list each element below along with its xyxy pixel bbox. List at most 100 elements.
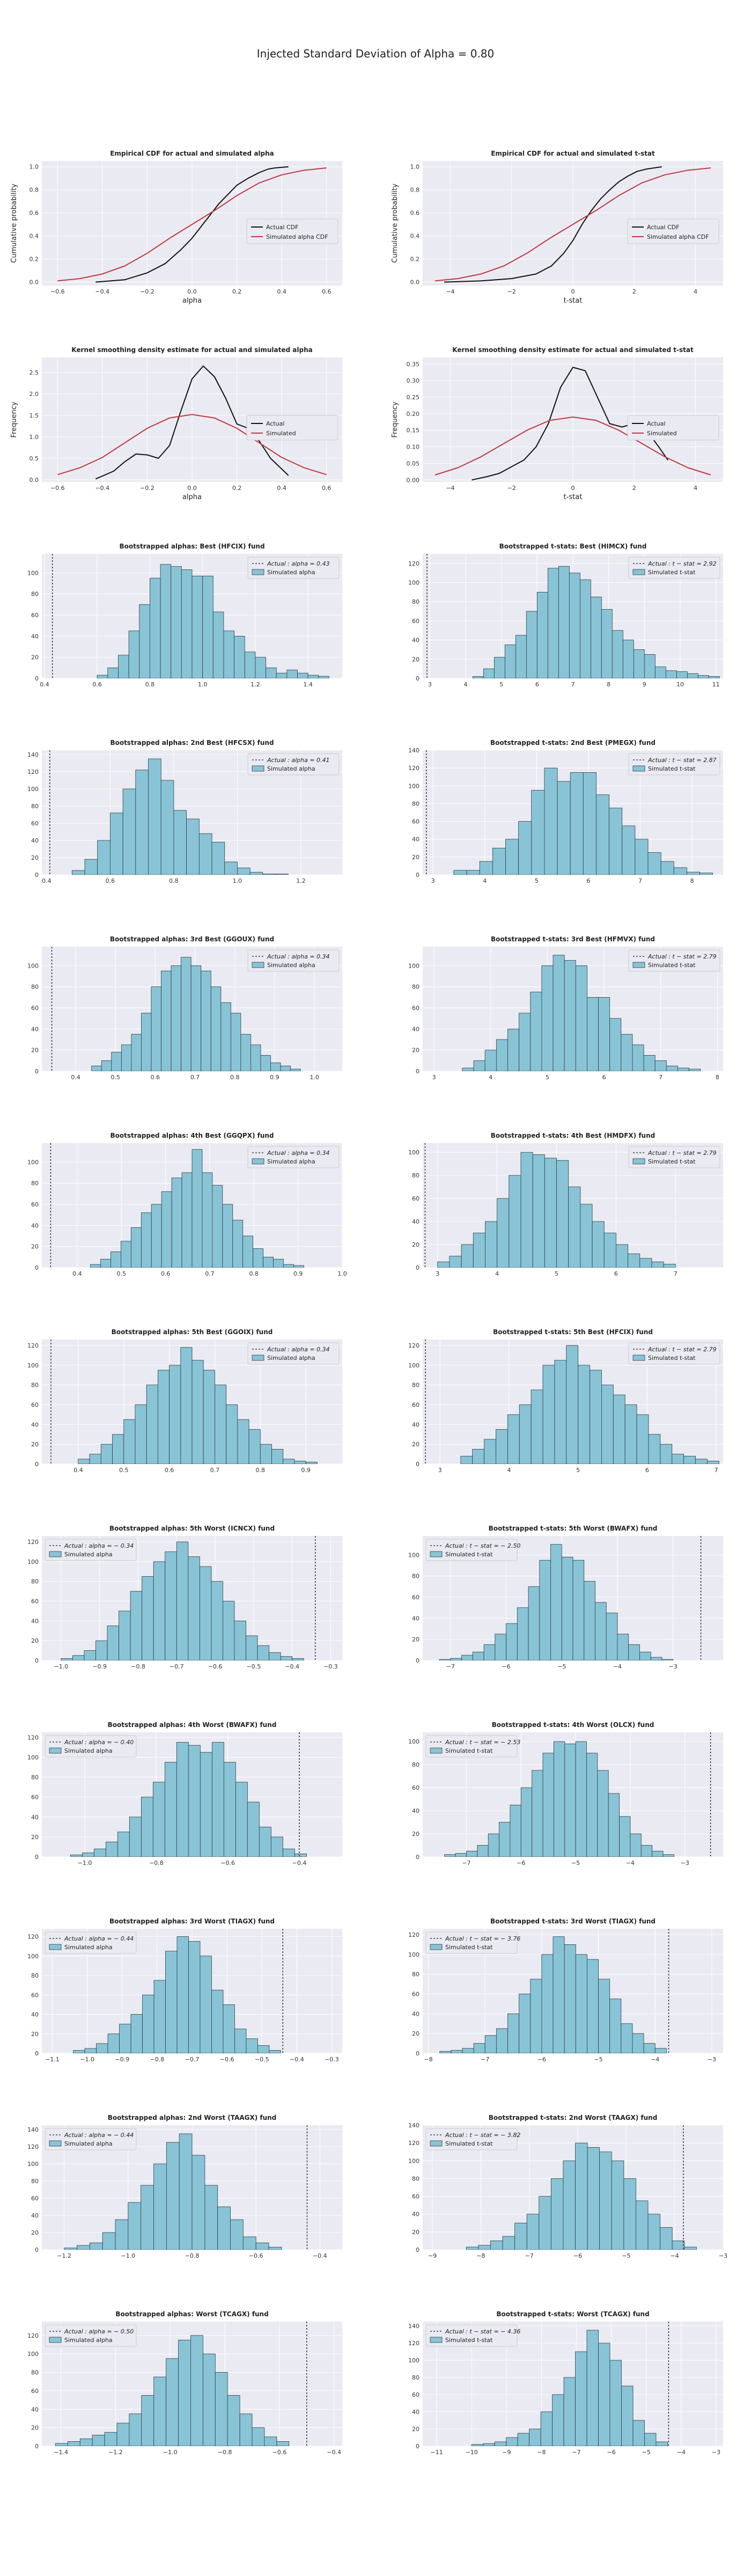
y-tick-label: 100 — [27, 2161, 39, 2168]
histogram-bar — [148, 758, 161, 875]
histogram-bar — [96, 2043, 108, 2053]
histogram-bar — [628, 1253, 640, 1268]
histogram-bar — [654, 667, 666, 678]
y-tick-label: 40 — [31, 1026, 39, 1033]
y-tick-label: 0.0 — [410, 279, 420, 286]
histogram-bar — [673, 867, 687, 875]
legend-label-actual: Actual : alpha = 0.34 — [267, 1346, 330, 1353]
histogram-bar — [276, 672, 288, 678]
x-tick-label: 9 — [643, 681, 646, 688]
legend-swatch-simulated — [430, 1747, 443, 1754]
histogram-bar — [617, 1634, 629, 1660]
histogram-bar — [566, 1345, 579, 1464]
plot-marks — [51, 554, 329, 678]
y-tick-label: 40 — [31, 1618, 39, 1624]
legend-box — [45, 1539, 137, 1561]
x-tick-label: −1.0 — [80, 2056, 94, 2063]
y-tick-label: 100 — [27, 2351, 39, 2358]
x-tick-label: 2 — [632, 485, 636, 492]
x-tick-label: 8 — [690, 877, 694, 884]
histogram-bar — [212, 1185, 223, 1268]
chart-panel-22: −1.4 −1.2 −1.0 −0.8 −0.6 −0.4 0 20 40 60 80 100 120 B… — [27, 2310, 342, 2456]
histogram-bar — [580, 1204, 593, 1268]
histogram-bar — [165, 1951, 178, 2053]
histogram-bar — [107, 1626, 119, 1660]
histogram-bar — [640, 1845, 653, 1857]
histogram-bar — [247, 1802, 260, 1857]
y-tick-label: 60 — [31, 612, 39, 619]
x-tick-label: 3 — [431, 877, 435, 884]
histogram-bar — [78, 1459, 90, 1464]
chart-title: Bootstrapped alphas: 5th Worst (ICNCX) f… — [109, 1525, 275, 1532]
histogram-bar — [519, 1404, 532, 1464]
histogram-bar — [473, 2043, 485, 2053]
legend-label-actual: Actual : t − stat = − 2.53 — [445, 1739, 520, 1746]
histogram-bar — [188, 1556, 200, 1660]
histogram-bar — [202, 1172, 213, 1268]
histogram-bar — [305, 1461, 318, 1464]
histogram-bar — [598, 997, 610, 1071]
y-tick-label: 100 — [408, 2357, 419, 2364]
plot-marks — [50, 1340, 318, 1464]
plot-marks — [471, 2322, 669, 2446]
histogram-bar — [153, 1980, 166, 2053]
histogram-bar — [575, 2142, 588, 2250]
y-tick-label: 60 — [412, 1594, 419, 1601]
x-tick-label: 4 — [483, 877, 487, 884]
histogram-bar — [507, 1028, 520, 1071]
histogram-bar — [121, 1241, 131, 1268]
legend: Actual CDF Simulated alpha CDF — [246, 218, 338, 244]
y-tick-label: 40 — [412, 637, 419, 644]
y-tick-label: 100 — [27, 1558, 39, 1565]
y-tick-label: 1.0 — [30, 164, 39, 171]
y-tick-label: 60 — [31, 2195, 39, 2202]
y-tick-label: 20 — [412, 656, 419, 663]
histogram-bar — [517, 2433, 530, 2446]
histogram-bar — [587, 997, 599, 1071]
legend-box — [45, 2128, 137, 2150]
histogram-bar — [141, 1013, 152, 1071]
chart-title: Bootstrapped t-stats: 3rd Worst (TIAGX) … — [490, 1918, 656, 1925]
histogram-bar — [613, 1394, 625, 1464]
chart-panel-17: −7 −6 −5 −4 −3 0 20 40 60 80 100 Bootstrapped t-sta… — [408, 1721, 723, 1867]
x-tick-label: 6 — [645, 1467, 649, 1474]
x-tick-label: −2 — [507, 485, 516, 492]
histogram-bar — [542, 1753, 554, 1857]
histogram-bar — [151, 1204, 162, 1268]
series-line — [435, 167, 711, 282]
y-tick-label: 0 — [35, 2246, 39, 2253]
y-tick-label: 120 — [27, 1539, 39, 1546]
histogram-bar — [102, 2232, 116, 2250]
histogram-bar — [150, 577, 161, 678]
histogram-bar — [473, 1233, 485, 1268]
histogram-bar — [542, 1365, 555, 1464]
y-tick-label: 40 — [412, 836, 419, 843]
histogram-bar — [544, 1158, 557, 1268]
histogram-bar — [540, 2411, 553, 2446]
x-tick-label: 1.2 — [251, 681, 260, 688]
histogram-bar — [248, 1429, 261, 1464]
histogram-bar — [257, 1645, 269, 1660]
x-tick-label: 0.2 — [232, 288, 242, 295]
x-tick-label: 11 — [712, 681, 720, 688]
histogram-bar — [171, 1177, 182, 1268]
chart-title: Bootstrapped t-stats: Worst (TCAGX) fund — [496, 2310, 649, 2318]
histogram-bar — [130, 1227, 142, 1268]
histogram-bar — [203, 1370, 215, 1464]
x-tick-label: 6 — [586, 877, 590, 884]
y-tick-label: 0.6 — [410, 210, 420, 217]
histogram-bar — [190, 965, 202, 1071]
x-tick-label: 6 — [614, 1270, 618, 1277]
y-tick-label: 0 — [416, 1461, 419, 1468]
x-tick-label: 1.0 — [337, 1270, 347, 1277]
y-tick-label: 60 — [412, 1402, 419, 1409]
x-tick-label: −0.8 — [149, 1860, 164, 1867]
x-tick-label: 0.4 — [73, 1467, 83, 1474]
legend: Actual CDF Simulated alpha CDF — [627, 218, 719, 244]
y-tick-label: 2.0 — [30, 391, 39, 398]
x-tick-label: −0.5 — [247, 1663, 261, 1670]
histogram-bar — [224, 861, 238, 875]
histogram-bar — [660, 2227, 673, 2250]
